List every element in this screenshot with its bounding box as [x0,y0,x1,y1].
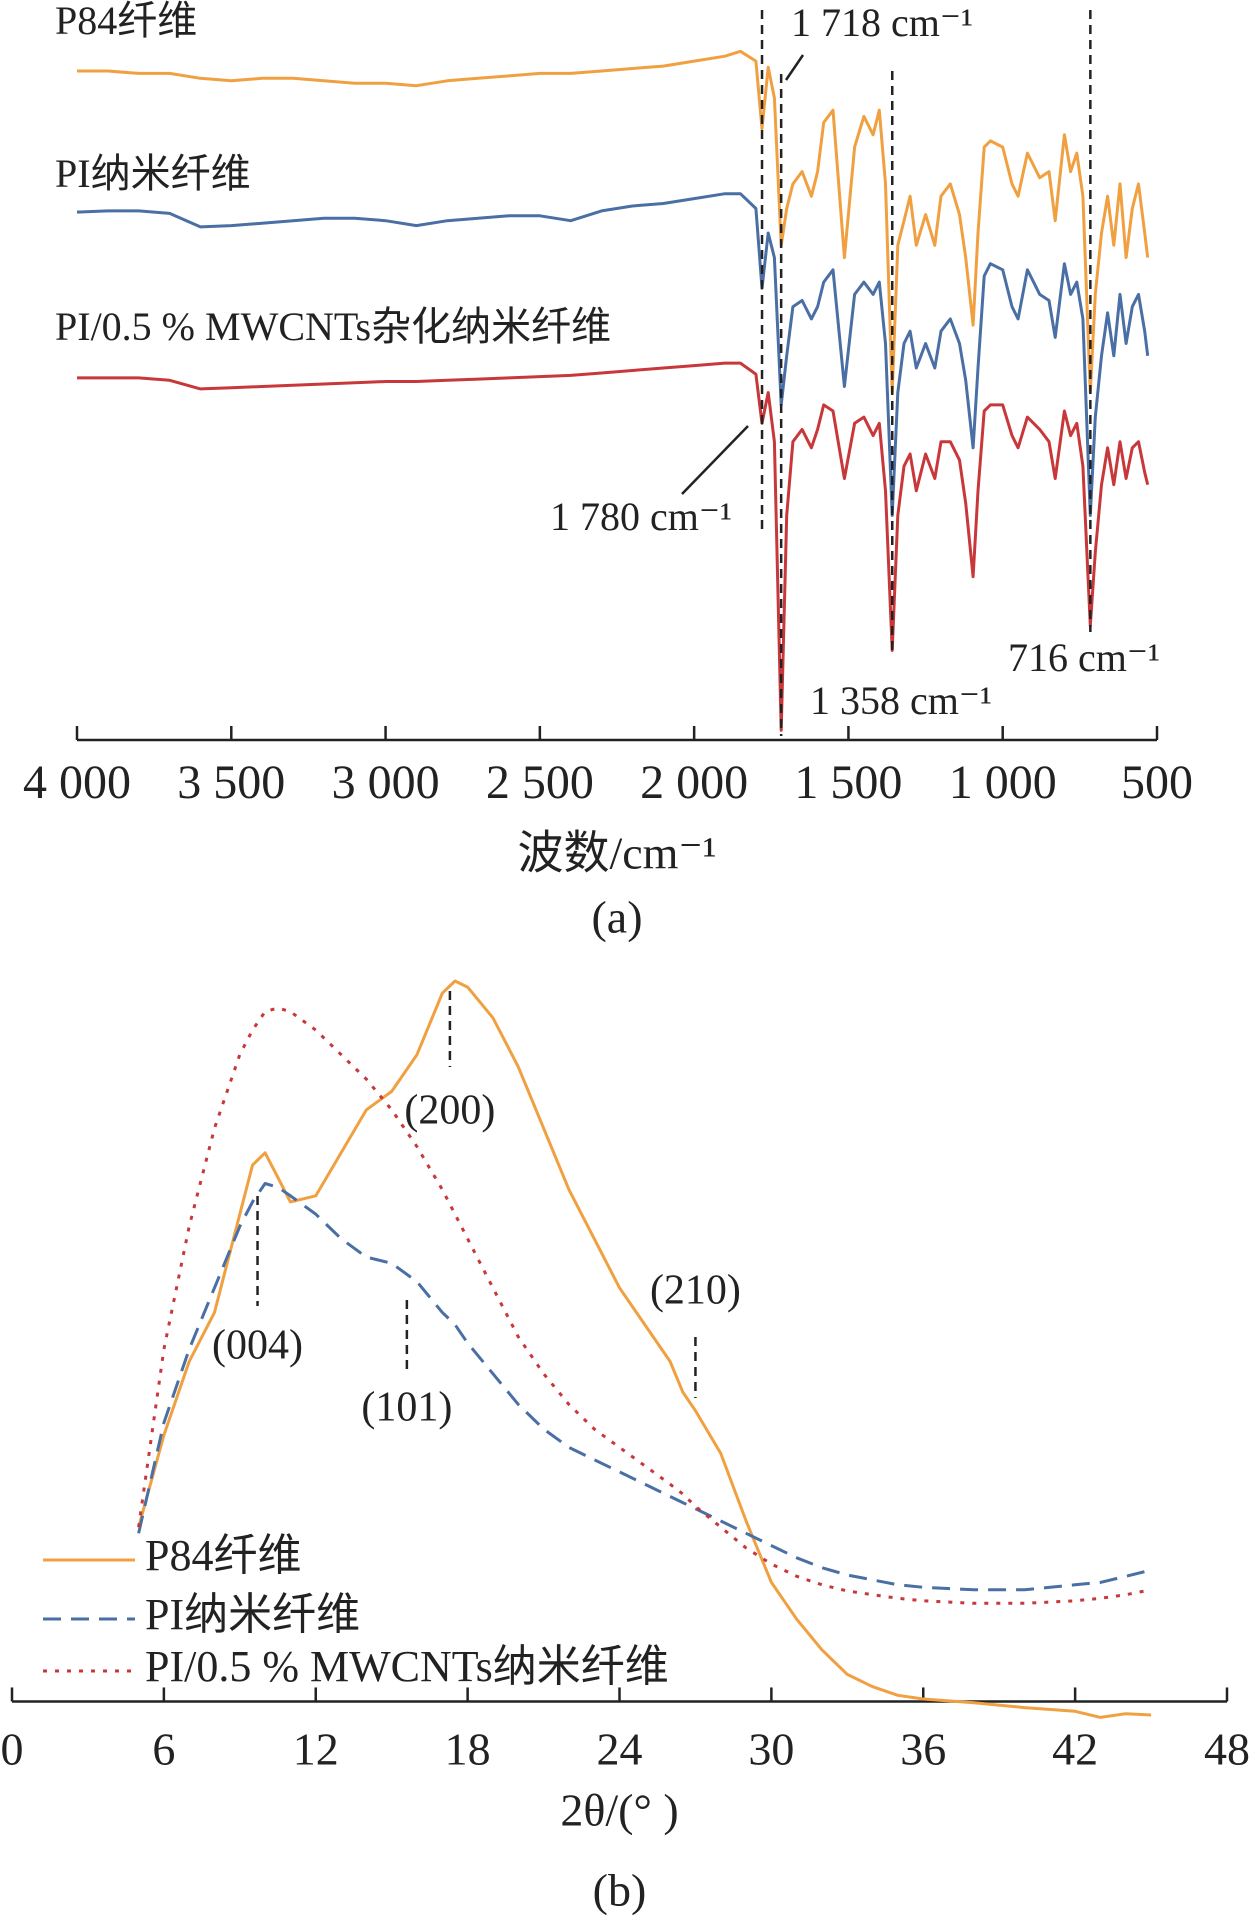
x-tick-label: 2 000 [640,756,748,809]
annotation-leader [681,425,749,495]
x-tick-label: 3 000 [332,756,440,809]
series-line [76,192,1150,517]
series-label: PI纳米纤维 [55,151,251,196]
x-tick-label: 1 000 [949,756,1057,809]
annotation-label: 1 358 cm⁻¹ [810,678,992,723]
x-tick-label: 0 [1,1724,24,1775]
series-line [137,1182,1152,1592]
x-tick-label: 3 500 [177,756,285,809]
caption: (b) [593,1865,647,1916]
x-tick-label: 42 [1052,1724,1098,1775]
x-axis-label: 波数/cm⁻¹ [517,828,716,879]
x-tick-label: 24 [597,1724,643,1775]
annotation-label: 716 cm⁻¹ [1008,635,1160,680]
annotation-label: 1 718 cm⁻¹ [791,0,973,45]
annotation-leader [784,54,805,81]
series-line [137,1006,1152,1605]
legend-label: P84纤维 [145,1531,301,1580]
x-tick-label: 2 500 [486,756,594,809]
annotation-label: 1 780 cm⁻¹ [550,494,732,539]
legend-label: PI纳米纤维 [145,1590,360,1639]
series-line [77,49,1150,395]
x-tick-label: 6 [152,1724,175,1775]
x-tick-label: 30 [748,1724,794,1775]
series-label: PI/0.5 % MWCNTs杂化纳米纤维 [55,304,611,349]
x-tick-label: 4 000 [23,756,131,809]
x-tick-label: 36 [900,1724,946,1775]
annotation-label: (200) [404,1088,495,1134]
annotation-label: (004) [212,1323,303,1369]
x-tick-label: 500 [1121,756,1193,809]
x-axis-label: 2θ/(° ) [560,1785,678,1836]
x-tick-label: 12 [293,1724,339,1775]
series-line [77,361,1150,732]
caption: (a) [591,892,642,943]
x-tick-label: 48 [1204,1724,1250,1775]
series-label: P84纤维 [55,0,197,43]
x-tick-label: 18 [445,1724,491,1775]
x-tick-label: 1 500 [794,756,902,809]
legend-label: PI/0.5 % MWCNTs纳米纤维 [145,1642,669,1691]
annotation-label: (210) [650,1268,741,1314]
annotation-label: (101) [361,1385,452,1431]
series-line [137,979,1152,1719]
